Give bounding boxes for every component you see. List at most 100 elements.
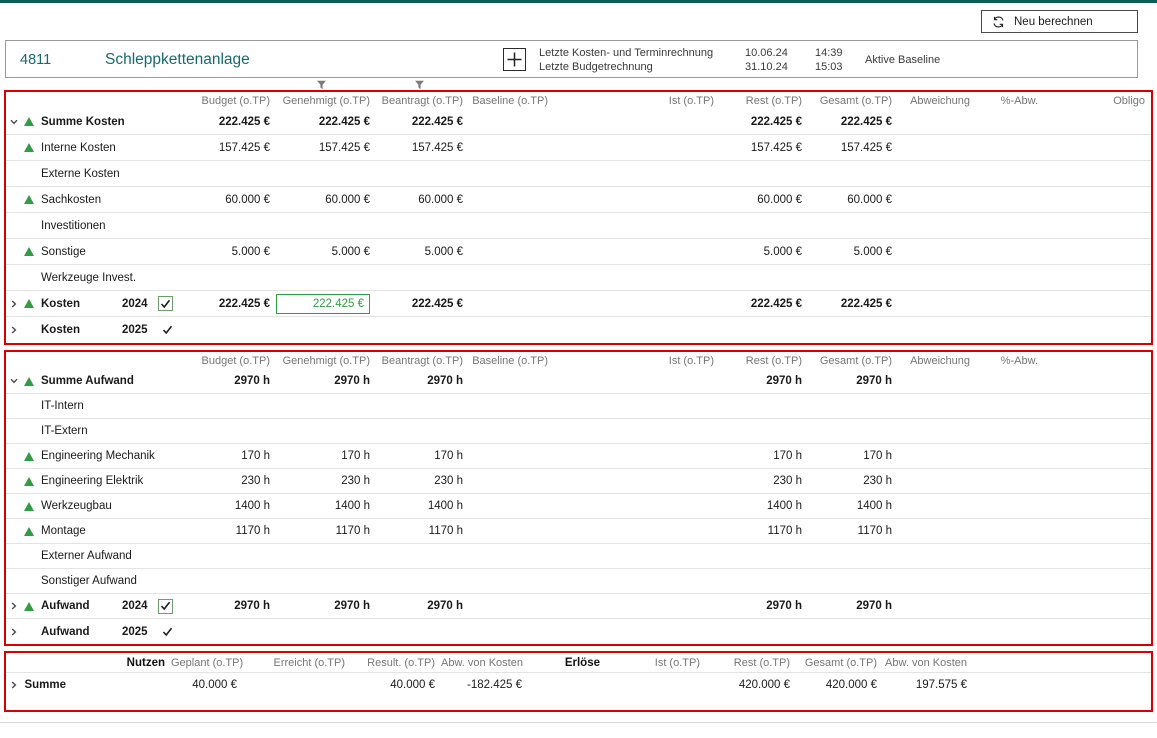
green-up-triangle-icon [24, 247, 34, 256]
green-up-triangle-icon [24, 195, 34, 204]
column-header-ist-o-tp[interactable]: Ist (o.TP) [554, 95, 720, 107]
recalculate-button[interactable]: Neu berechnen [981, 10, 1138, 33]
column-header-nutzen[interactable]: Nutzen [66, 657, 171, 669]
project-id: 4811 [20, 52, 51, 68]
column-header-abw[interactable]: %-Abw. [976, 355, 1044, 367]
row-label: Summe Aufwand [41, 375, 134, 387]
column-header-budget-o-tp[interactable]: Budget (o.TP) [201, 95, 276, 107]
column-header-gesamt-o-tp[interactable]: Gesamt (o.TP) [808, 355, 898, 367]
costs-rows: Summe Kosten222.425 €222.425 €222.425 €2… [6, 109, 1151, 343]
column-header-abweichung[interactable]: Abweichung [898, 355, 976, 367]
value-cell: 222.425 € [276, 116, 376, 128]
column-header-gesamt-o-tp[interactable]: Gesamt (o.TP) [808, 95, 898, 107]
status-slot [24, 377, 41, 386]
column-header-ist-o-tp[interactable]: Ist (o.TP) [606, 657, 706, 669]
collapse-chevron-icon[interactable] [9, 376, 24, 386]
column-header-result-o-tp[interactable]: Result. (o.TP) [351, 657, 441, 669]
filter-funnel-icon-genehmigt [316, 80, 327, 90]
last-budget-calc-label: Letzte Budgetrechnung [539, 60, 713, 74]
value-cell: 230 h [808, 475, 898, 487]
value-cell: 230 h [720, 475, 808, 487]
column-header-erreicht-o-tp[interactable]: Erreicht (o.TP) [243, 657, 351, 669]
row-label-cell: Werkzeugbau [6, 494, 201, 518]
value-cell: 60.000 € [201, 194, 276, 206]
green-up-triangle-icon [24, 143, 34, 152]
expand-plus-button[interactable] [503, 48, 526, 71]
column-header-ist-o-tp[interactable]: Ist (o.TP) [554, 355, 720, 367]
value-cell: 40.000 € [171, 679, 243, 691]
collapse-chevron-icon[interactable] [9, 117, 24, 127]
year-checkbox[interactable] [158, 599, 173, 614]
table-row-engineering-mechanik: Engineering Mechanik170 h170 h170 h170 h… [6, 444, 1151, 469]
row-label: Werkzeuge Invest. [41, 272, 136, 284]
value-cell: 222.425 € [376, 298, 469, 310]
project-header: 4811 Schleppkettenanlage Letzte Kosten- … [5, 40, 1138, 78]
value-cell: 2970 h [720, 600, 808, 612]
status-slot [24, 299, 41, 308]
column-header-rest-o-tp[interactable]: Rest (o.TP) [720, 355, 808, 367]
status-slot [24, 602, 41, 611]
column-header-baseline-o-tp[interactable]: Baseline (o.TP) [469, 95, 554, 107]
value-cell: 157.425 € [808, 142, 898, 154]
row-label: Werkzeugbau [41, 500, 112, 512]
column-header-abw-von-kosten[interactable]: Abw. von Kosten [441, 657, 528, 669]
row-label-cell: Kosten2024 [6, 291, 201, 316]
table-row-externe-kosten: Externe Kosten [6, 161, 1151, 187]
column-header-erl-se[interactable]: Erlöse [528, 657, 606, 669]
value-cell: 222.425 € [276, 294, 376, 314]
expand-chevron-icon[interactable] [9, 325, 24, 335]
check-icon[interactable] [162, 627, 173, 637]
last-cost-calc-time: 14:39 [815, 46, 843, 60]
table-row-aufwand-2024: Aufwand20242970 h2970 h2970 h2970 h2970 … [6, 594, 1151, 619]
value-cell: 222.425 € [720, 116, 808, 128]
editable-cell-highlighted[interactable]: 222.425 € [276, 294, 370, 314]
column-header-rest-o-tp[interactable]: Rest (o.TP) [720, 95, 808, 107]
column-header-geplant-o-tp[interactable]: Geplant (o.TP) [171, 657, 243, 669]
row-label: Sachkosten [41, 194, 101, 206]
value-cell: 222.425 € [808, 116, 898, 128]
column-header-baseline-o-tp[interactable]: Baseline (o.TP) [469, 355, 554, 367]
column-header-abw-von-kosten[interactable]: Abw. von Kosten [883, 657, 973, 669]
value-cell: 5.000 € [201, 246, 276, 258]
value-cell: 222.425 € [808, 298, 898, 310]
column-header-abw[interactable]: %-Abw. [976, 95, 1044, 107]
row-label-cell: Investitionen [6, 213, 201, 238]
column-header-genehmigt-o-tp[interactable]: Genehmigt (o.TP) [276, 355, 376, 367]
expand-chevron-icon[interactable] [9, 601, 24, 611]
column-header-genehmigt-o-tp[interactable]: Genehmigt (o.TP) [276, 95, 376, 107]
row-label-cell: Externe Kosten [6, 161, 201, 186]
value-cell: 60.000 € [808, 194, 898, 206]
column-header-budget-o-tp[interactable]: Budget (o.TP) [201, 355, 276, 367]
value-cell: 60.000 € [376, 194, 469, 206]
value-cell: 1170 h [201, 525, 276, 537]
expand-chevron-icon[interactable] [9, 299, 24, 309]
value-cell: 60.000 € [276, 194, 376, 206]
year-checkbox[interactable] [158, 296, 173, 311]
value-cell: 222.425 € [376, 116, 469, 128]
table-row-investitionen: Investitionen [6, 213, 1151, 239]
filter-funnel-icon-beantragt [414, 80, 425, 90]
check-icon[interactable] [162, 325, 173, 335]
costs-section: Budget (o.TP)Genehmigt (o.TP)Beantragt (… [4, 90, 1153, 345]
value-cell: 222.425 € [201, 298, 276, 310]
column-header-beantragt-o-tp[interactable]: Beantragt (o.TP) [376, 355, 469, 367]
column-header-beantragt-o-tp[interactable]: Beantragt (o.TP) [376, 95, 469, 107]
column-header-rest-o-tp[interactable]: Rest (o.TP) [706, 657, 796, 669]
benefit-rows: Summe40.000 €40.000 €-182.425 €420.000 €… [6, 673, 1151, 697]
column-header-abweichung[interactable]: Abweichung [898, 95, 976, 107]
year-label: 2024 [122, 298, 152, 310]
row-label: Externe Kosten [41, 168, 120, 180]
value-cell: 230 h [201, 475, 276, 487]
status-slot [24, 502, 41, 511]
column-header-gesamt-o-tp[interactable]: Gesamt (o.TP) [796, 657, 883, 669]
expand-chevron-icon[interactable] [9, 680, 19, 690]
last-cost-calc-date: 10.06.24 [745, 46, 788, 60]
table-row-aufwand-2025: Aufwand2025 [6, 619, 1151, 644]
row-label: Summe Kosten [41, 116, 125, 128]
calc-labels: Letzte Kosten- und Terminrechnung Letzte… [539, 46, 713, 74]
column-header-obligo[interactable]: Obligo [1044, 95, 1151, 107]
expand-chevron-icon[interactable] [9, 627, 24, 637]
value-cell: 1400 h [376, 500, 469, 512]
toolbar: Neu berechnen [0, 3, 1157, 40]
table-row-werkzeugbau: Werkzeugbau1400 h1400 h1400 h1400 h1400 … [6, 494, 1151, 519]
